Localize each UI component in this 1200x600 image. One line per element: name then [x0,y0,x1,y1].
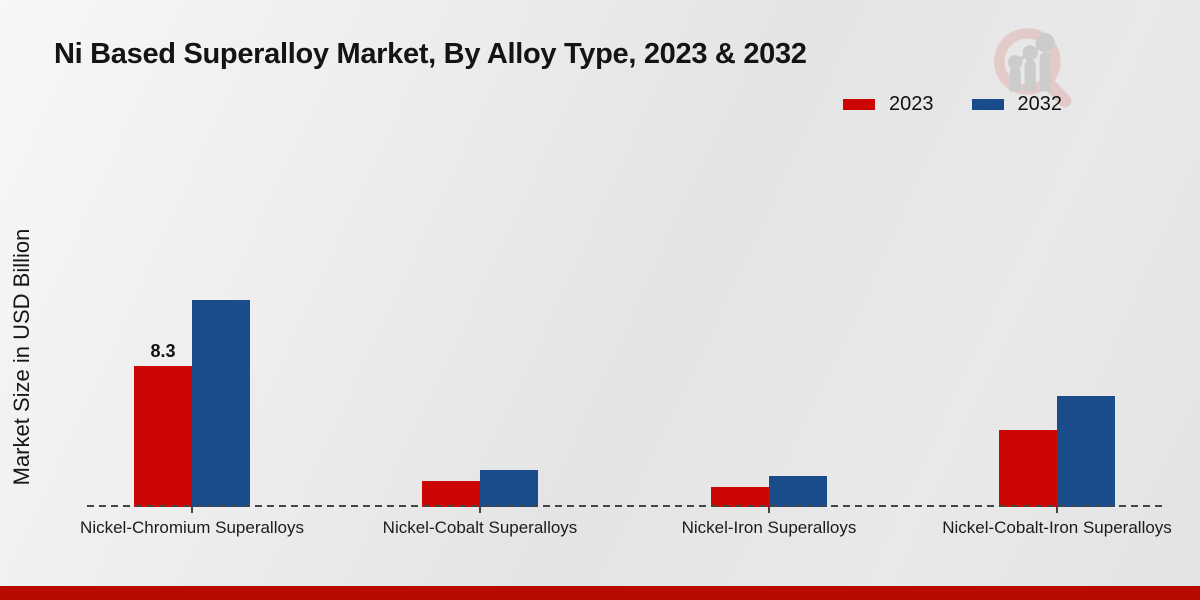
category-label: Nickel-Cobalt Superalloys [382,518,578,537]
bar-2023-category-0 [134,366,192,507]
bar-2032-category-1 [480,470,538,507]
bar-2023-category-3 [999,430,1057,507]
legend-swatch-2032 [971,98,1004,110]
bar-2023-category-2 [711,487,769,507]
footer-red-band [0,586,1200,600]
bar-2032-category-3 [1057,396,1115,507]
category-label: Nickel-Chromium Superalloys [80,518,304,537]
category-label: Nickel-Cobalt-Iron Superalloys [942,518,1172,537]
bar-value-label: 8.3 [150,341,176,361]
chart-title: Ni Based Superalloy Market, By Alloy Typ… [54,38,807,70]
x-axis-tick [191,507,193,513]
x-axis-tick [768,507,770,513]
magnifier-bar-chart-logo [994,28,1072,108]
x-axis-tick [479,507,481,513]
bar-2032-category-2 [769,476,827,507]
legend: 2023 2032 [843,92,1086,116]
legend-label-2032: 2032 [1017,92,1063,115]
x-axis-baseline [87,505,1163,507]
legend-swatch-2023 [843,98,875,110]
x-axis-tick [1056,507,1058,513]
category-label: Nickel-Iron Superalloys [681,518,857,537]
bar-2023-category-1 [422,481,480,507]
legend-label-2023: 2023 [889,92,934,115]
bar-2032-category-0 [192,300,250,507]
